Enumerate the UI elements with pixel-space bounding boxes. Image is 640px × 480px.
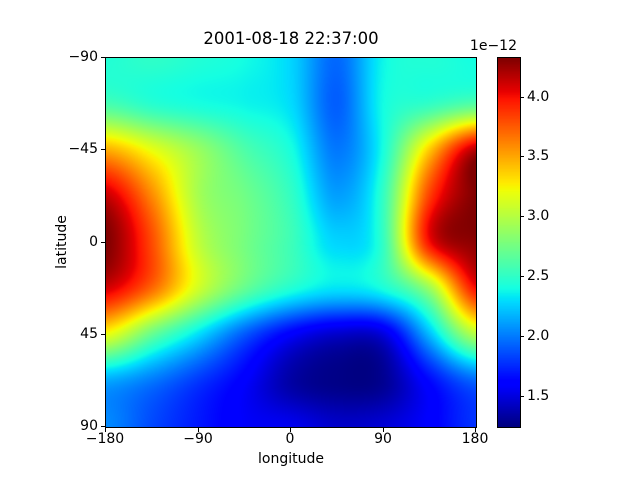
colorbar-tick-label: 2.5 bbox=[527, 268, 550, 284]
x-tick-label: 180 bbox=[461, 431, 489, 447]
x-tick-mark bbox=[383, 428, 384, 432]
x-axis-label: longitude bbox=[258, 451, 324, 467]
colorbar-tick-label: 4.0 bbox=[527, 89, 550, 105]
colorbar-tick-mark bbox=[520, 216, 524, 217]
y-tick-mark bbox=[101, 242, 105, 243]
x-tick-mark bbox=[290, 428, 291, 432]
x-tick-label: 90 bbox=[374, 431, 392, 447]
y-tick-label: −45 bbox=[68, 141, 98, 157]
colorbar-tick-label: 3.5 bbox=[527, 148, 550, 164]
y-tick-mark bbox=[101, 334, 105, 335]
y-tick-label: 90 bbox=[80, 418, 98, 434]
plot-area bbox=[105, 57, 477, 428]
colorbar-tick-mark bbox=[520, 276, 524, 277]
colorbar-tick-mark bbox=[520, 396, 524, 397]
y-tick-label: −90 bbox=[68, 49, 98, 65]
colorbar-gradient bbox=[498, 58, 520, 427]
colorbar-tick-mark bbox=[520, 97, 524, 98]
heatmap-image bbox=[106, 58, 476, 427]
y-tick-label: 45 bbox=[80, 326, 98, 342]
colorbar-tick-label: 1.5 bbox=[527, 388, 550, 404]
y-tick-label: 0 bbox=[89, 234, 98, 250]
colorbar-tick-mark bbox=[520, 336, 524, 337]
colorbar-tick-mark bbox=[520, 156, 524, 157]
plot-title: 2001-08-18 22:37:00 bbox=[203, 29, 379, 48]
colorbar-scale-label: 1e−12 bbox=[469, 38, 517, 54]
x-tick-mark bbox=[105, 428, 106, 432]
y-tick-mark bbox=[101, 57, 105, 58]
x-tick-mark bbox=[475, 428, 476, 432]
y-tick-mark bbox=[101, 149, 105, 150]
colorbar bbox=[497, 57, 521, 428]
x-tick-mark bbox=[198, 428, 199, 432]
colorbar-tick-label: 2.0 bbox=[527, 328, 550, 344]
x-tick-label: −90 bbox=[183, 431, 213, 447]
colorbar-tick-label: 3.0 bbox=[527, 208, 550, 224]
x-tick-label: −180 bbox=[85, 431, 125, 447]
y-tick-mark bbox=[101, 426, 105, 427]
x-tick-label: 0 bbox=[285, 431, 295, 447]
